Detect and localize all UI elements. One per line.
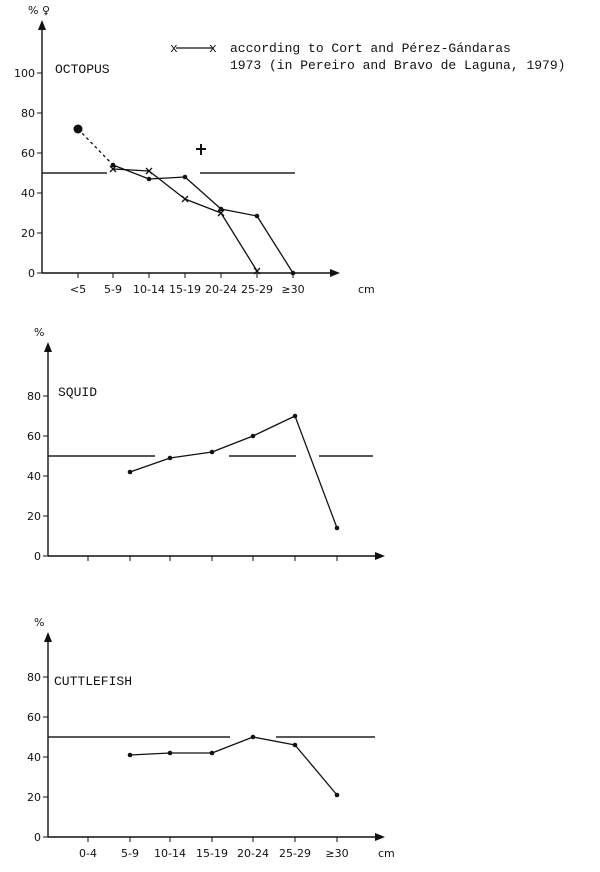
series-segment bbox=[169, 451, 213, 459]
data-point bbox=[292, 742, 298, 748]
series-segment bbox=[220, 212, 258, 272]
y-tick-label: 100 bbox=[14, 67, 35, 80]
series-segment bbox=[211, 736, 254, 754]
data-point bbox=[127, 752, 133, 758]
series-segment bbox=[129, 457, 171, 473]
legend-text-2: 1973 (in Pereiro and Bravo de Laguna, 19… bbox=[230, 58, 565, 73]
chart-title-octopus: OCTOPUS bbox=[55, 62, 110, 77]
y-tick-label: 60 bbox=[27, 430, 41, 443]
y-tick-label: 0 bbox=[34, 550, 41, 563]
y-axis-arrow bbox=[44, 342, 52, 352]
data-point bbox=[110, 162, 116, 168]
y-tick-label: 20 bbox=[27, 791, 41, 804]
data-point-x bbox=[145, 167, 153, 175]
y-tick-label: 80 bbox=[27, 390, 41, 403]
chart-title-squid: SQUID bbox=[58, 385, 97, 400]
x-axis-arrow bbox=[375, 552, 385, 560]
legend: x x according to Cort and Pérez-Gándaras… bbox=[170, 41, 565, 73]
x-axis-arrow bbox=[330, 269, 340, 277]
data-point bbox=[167, 750, 173, 756]
x-tick-label: 0-4 bbox=[79, 847, 97, 860]
chart-title-cuttlefish: CUTTLEFISH bbox=[54, 674, 132, 689]
legend-marker-x: x bbox=[209, 41, 217, 56]
data-point bbox=[334, 525, 340, 531]
data-point bbox=[209, 449, 215, 455]
y-axis-label: % bbox=[34, 616, 44, 629]
data-point bbox=[250, 734, 256, 740]
x-axis-label: cm bbox=[378, 847, 395, 860]
x-tick-label: 15-19 bbox=[169, 283, 201, 296]
series-segment bbox=[252, 415, 296, 437]
x-tick-label: 15-19 bbox=[196, 847, 228, 860]
data-point-x bbox=[181, 195, 189, 203]
series-segment bbox=[112, 164, 150, 180]
y-tick-label: 40 bbox=[21, 187, 35, 200]
y-tick-label: 80 bbox=[21, 107, 35, 120]
x-tick-label: ≥30 bbox=[325, 847, 348, 860]
y-tick-label: 20 bbox=[21, 227, 35, 240]
y-tick-label: 60 bbox=[21, 147, 35, 160]
series-segment bbox=[148, 170, 186, 200]
y-axis-arrow bbox=[38, 20, 46, 30]
series-segment bbox=[211, 435, 254, 453]
x-tick-label: 25-29 bbox=[241, 283, 273, 296]
y-tick-label: 40 bbox=[27, 751, 41, 764]
x-tick-label: 20-24 bbox=[237, 847, 269, 860]
x-tick-label: ≥30 bbox=[281, 283, 304, 296]
data-point bbox=[250, 433, 256, 439]
series-segment bbox=[148, 176, 186, 180]
series-segment bbox=[112, 168, 150, 172]
x-tick-label: 5-9 bbox=[104, 283, 122, 296]
y-axis-arrow bbox=[44, 632, 52, 642]
data-point bbox=[146, 176, 152, 182]
data-point bbox=[290, 270, 296, 276]
series-segment bbox=[252, 736, 296, 746]
series-segment bbox=[184, 198, 222, 214]
data-point bbox=[254, 213, 260, 219]
legend-text-1: according to Cort and Pérez-Gándaras bbox=[230, 41, 511, 56]
chart-cuttlefish: % 0 20 40 60 80 0-4 5-9 10-14 15-19 20-24 25-29 ≥30 c… bbox=[27, 616, 395, 860]
x-tick-label: 10-14 bbox=[133, 283, 165, 296]
data-point-x bbox=[109, 165, 117, 173]
data-point bbox=[292, 413, 298, 419]
data-point bbox=[182, 174, 188, 180]
data-point bbox=[218, 206, 224, 212]
y-tick-label: 60 bbox=[27, 711, 41, 724]
data-point-x bbox=[217, 209, 225, 217]
x-axis-arrow bbox=[375, 833, 385, 841]
series-segment bbox=[77, 128, 114, 166]
y-tick-label: 80 bbox=[27, 671, 41, 684]
series-segment bbox=[256, 215, 294, 274]
y-tick-label: 20 bbox=[27, 510, 41, 523]
x-axis-label: cm bbox=[358, 283, 375, 296]
legend-marker-x: x bbox=[170, 41, 178, 56]
annotation-plus-marker bbox=[196, 144, 206, 155]
y-tick-label: 0 bbox=[28, 267, 35, 280]
data-point bbox=[209, 750, 215, 756]
x-tick-label: 25-29 bbox=[279, 847, 311, 860]
chart-octopus: % ♀ 0 20 40 60 80 100 <5 5-9 10-14 15-19 20-24 25-29… bbox=[14, 4, 375, 296]
y-tick-label: 0 bbox=[34, 831, 41, 844]
x-tick-label: <5 bbox=[70, 283, 86, 296]
data-point bbox=[73, 124, 83, 134]
series-segment bbox=[294, 744, 338, 796]
data-point bbox=[127, 469, 133, 475]
series-segment bbox=[129, 752, 171, 756]
x-tick-label: 5-9 bbox=[121, 847, 139, 860]
data-point bbox=[167, 455, 173, 461]
series-segment bbox=[220, 208, 258, 217]
y-axis-label: % ♀ bbox=[28, 4, 50, 17]
series-segment bbox=[294, 415, 338, 529]
y-axis-label: % bbox=[34, 326, 44, 339]
x-tick-label: 10-14 bbox=[154, 847, 186, 860]
series-segment bbox=[184, 176, 222, 210]
y-tick-label: 40 bbox=[27, 470, 41, 483]
chart-squid: % 0 20 40 60 80 bbox=[27, 326, 385, 563]
x-tick-label: 20-24 bbox=[205, 283, 237, 296]
data-point bbox=[334, 792, 340, 798]
data-point-x bbox=[253, 267, 261, 275]
